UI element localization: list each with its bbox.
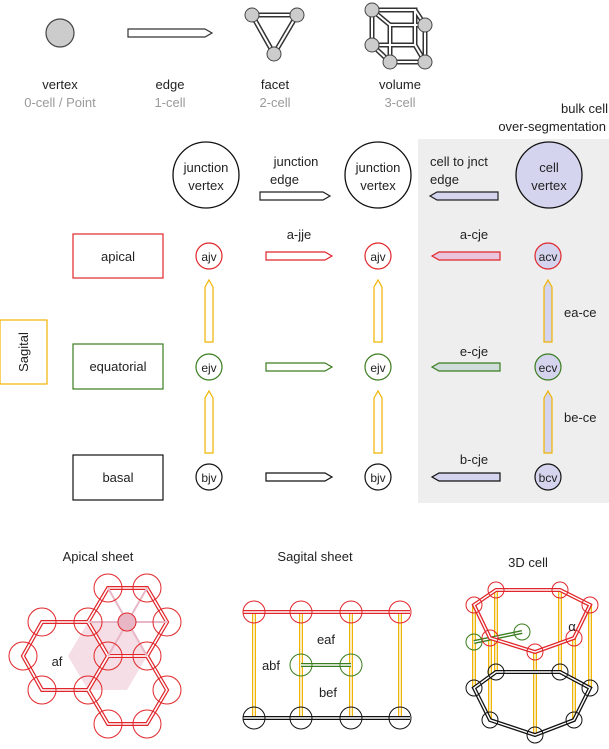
svg-text:junction: junction [273, 154, 319, 169]
legend-vertex: vertex 0-cell / Point [24, 18, 96, 110]
sagital-edge-left-lower [204, 389, 214, 454]
sagital-edge-left-upper [204, 278, 214, 343]
svg-text:acv: acv [539, 250, 558, 264]
b-cje-label: b-cje [460, 452, 488, 467]
apical-box [72, 233, 164, 279]
e-cje-edge [430, 362, 501, 372]
b-cje-edge [430, 472, 501, 482]
svg-text:cell to jnct: cell to jnct [430, 154, 488, 169]
sagital-sheet-title: Sagital sheet [277, 549, 353, 564]
legend-edge: edge 1-cell [127, 28, 214, 110]
svg-text:junction: junction [183, 160, 229, 175]
svg-text:ecv: ecv [539, 361, 558, 375]
abf-label: abf [262, 658, 280, 673]
bef-label: bef [319, 685, 337, 700]
sagital-edge-right-lower [373, 389, 383, 454]
svg-text:ajv: ajv [201, 250, 216, 264]
bcv-node [534, 463, 562, 491]
bjv-node-1 [195, 463, 223, 491]
ajv-node-2 [364, 242, 392, 270]
bulk-title-line2: over-segmentation [498, 119, 606, 134]
svg-text:ajv: ajv [370, 250, 385, 264]
header-cell-vertex: cell vertex [515, 141, 583, 209]
acv-node [534, 242, 562, 270]
svg-text:ejv: ejv [201, 361, 216, 375]
svg-text:vertex: vertex [360, 178, 396, 193]
a-cje-label: a-cje [460, 227, 488, 242]
edge-sublabel: 1-cell [154, 95, 185, 110]
facet-label: facet [261, 77, 290, 92]
facet-sublabel: 2-cell [259, 95, 290, 110]
svg-text:cell: cell [539, 160, 559, 175]
vertex-symbol [45, 18, 75, 48]
be-ce-edge [543, 389, 553, 454]
basal-box [72, 454, 164, 501]
header-cell-to-jnct-edge: cell to jnct edge [428, 154, 499, 201]
3d-cell: α [465, 581, 599, 744]
basal-label: basal [102, 470, 133, 485]
svg-text:edge: edge [430, 172, 459, 187]
a-jje-label: a-jje [287, 227, 312, 242]
svg-text:edge: edge [270, 172, 299, 187]
sagital-label: Sagital [16, 332, 31, 372]
header-junction-vertex-1: junction vertex [172, 141, 240, 209]
be-ce-label: be-ce [564, 410, 597, 425]
legend-volume: volume 3-cell [364, 2, 433, 110]
apical-sheet-title: Apical sheet [63, 549, 134, 564]
b-jje-edge [265, 472, 334, 482]
e-jje-edge [265, 362, 334, 372]
a-cje-edge [430, 251, 501, 261]
header-junction-vertex-2: junction vertex [344, 141, 412, 209]
svg-text:vertex: vertex [531, 178, 567, 193]
3d-cell-title: 3D cell [508, 555, 548, 570]
junction-edge-symbol [259, 191, 332, 201]
equatorial-box [72, 343, 164, 390]
a-jje-edge [265, 251, 334, 261]
equatorial-label: equatorial [89, 359, 146, 374]
e-cje-label: e-cje [460, 344, 488, 359]
svg-text:bjv: bjv [370, 471, 385, 485]
vertex-label: vertex [42, 77, 78, 92]
header-junction-edge: junction edge [259, 154, 332, 201]
alpha-label: α [568, 619, 576, 634]
svg-text:bjv: bjv [201, 471, 216, 485]
volume-label: volume [379, 77, 421, 92]
legend-facet: facet 2-cell [244, 7, 305, 110]
apical-sheet: af [8, 573, 182, 739]
cell-edge-symbol [428, 191, 499, 201]
volume-sublabel: 3-cell [384, 95, 415, 110]
edge-symbol [127, 28, 214, 38]
af-label: af [52, 654, 63, 669]
ecv-node [534, 353, 562, 381]
edge-label: edge [156, 77, 185, 92]
sagital-sheet: eaf abf bef [242, 600, 412, 730]
ea-ce-edge [543, 278, 553, 343]
ejv-node-2 [364, 353, 392, 381]
svg-text:vertex: vertex [188, 178, 224, 193]
sagital-edge-right-upper [373, 278, 383, 343]
svg-text:ejv: ejv [370, 361, 385, 375]
svg-text:junction: junction [355, 160, 401, 175]
eaf-label: eaf [317, 632, 335, 647]
ejv-node-1 [195, 353, 223, 381]
vertex-sublabel: 0-cell / Point [24, 95, 96, 110]
apical-label: apical [101, 249, 135, 264]
ajv-node-1 [195, 242, 223, 270]
sagital-box [0, 319, 48, 385]
bjv-node-2 [364, 463, 392, 491]
ea-ce-label: ea-ce [564, 305, 597, 320]
svg-text:bcv: bcv [539, 471, 558, 485]
bulk-title-line1: bulk cell [561, 101, 608, 116]
